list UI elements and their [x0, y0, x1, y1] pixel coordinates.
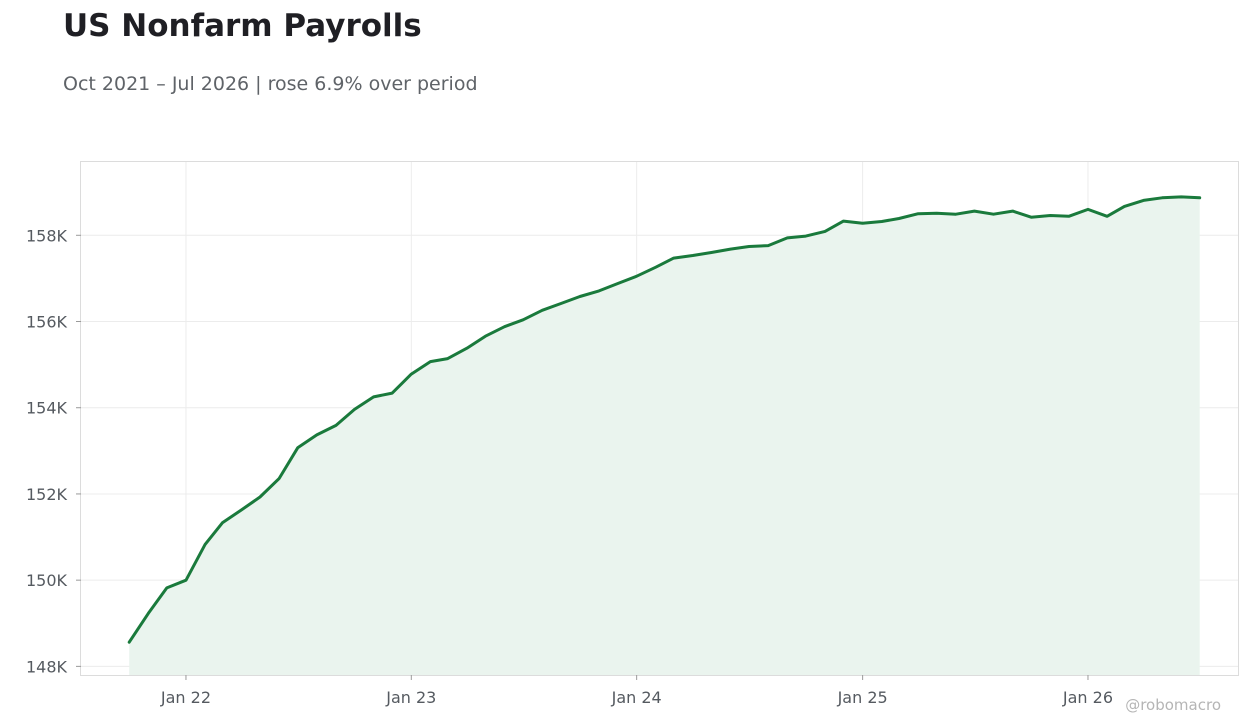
y-tick-label: 158K — [26, 226, 68, 245]
series-line — [127, 195, 1202, 644]
plot-frame — [80, 161, 1239, 676]
x-tick-label: Jan 24 — [611, 688, 662, 707]
chart-title: US Nonfarm Payrolls — [63, 8, 422, 44]
x-tick-label: Jan 22 — [160, 688, 211, 707]
credit-watermark: @robomacro — [1125, 696, 1221, 714]
x-tick-label: Jan 26 — [1062, 688, 1113, 707]
x-tick-label: Jan 25 — [837, 688, 888, 707]
y-tick-label: 154K — [26, 399, 68, 418]
series-area-fill — [129, 196, 1200, 675]
chart-subtitle: Oct 2021 – Jul 2026 | rose 6.9% over per… — [63, 73, 478, 95]
y-tick-label: 150K — [26, 571, 68, 590]
y-tick-label: 148K — [26, 657, 68, 676]
x-tick-label: Jan 23 — [385, 688, 436, 707]
y-axis-ticks: 148K 150K 152K 154K 156K 158K — [26, 226, 81, 676]
y-tick-label: 156K — [26, 313, 68, 332]
y-tick-label: 152K — [26, 485, 68, 504]
x-axis-ticks: Jan 22 Jan 23 Jan 24 Jan 25 Jan 26 — [160, 675, 1113, 707]
